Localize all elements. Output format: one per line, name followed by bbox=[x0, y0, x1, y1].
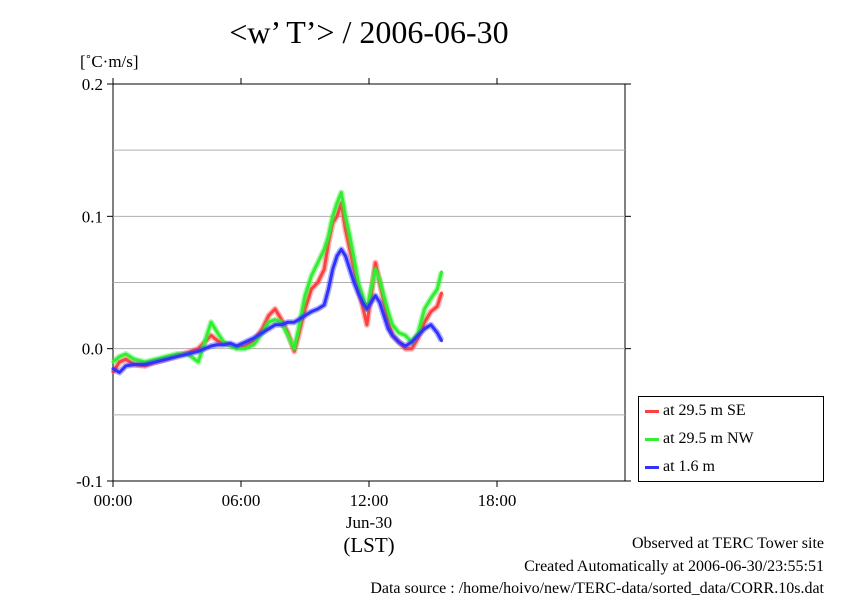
y-tick-label: 0.2 bbox=[82, 75, 103, 94]
chart-title: <w’ T’> / 2006-06-30 bbox=[229, 14, 509, 50]
legend-label: at 29.5 m SE bbox=[663, 402, 746, 419]
x-axis-timezone-label: (LST) bbox=[343, 533, 394, 557]
x-tick-label: 06:00 bbox=[222, 491, 261, 510]
x-tick-label: 00:00 bbox=[94, 491, 133, 510]
footer-site: Observed at TERC Tower site bbox=[631, 535, 824, 552]
legend-item: at 29.5 m SE bbox=[645, 402, 746, 424]
legend-item: at 1.6 m bbox=[645, 458, 715, 480]
x-tick-label: 18:00 bbox=[478, 491, 517, 510]
legend-swatch bbox=[645, 409, 659, 413]
series-line-halo bbox=[111, 189, 445, 365]
legend-item: at 29.5 m NW bbox=[645, 430, 754, 452]
legend-swatch bbox=[645, 465, 659, 469]
legend: at 29.5 m SE at 29.5 m NW at 1.6 m bbox=[638, 396, 824, 482]
legend-label: at 1.6 m bbox=[663, 458, 715, 475]
x-tick-label: 12:00 bbox=[350, 491, 389, 510]
x-axis-date-label: Jun-30 bbox=[346, 513, 392, 532]
legend-swatch bbox=[645, 437, 659, 441]
footer-source: Data source : /home/hoivo/new/TERC-data/… bbox=[370, 580, 824, 597]
series-layer bbox=[110, 189, 445, 376]
axis-ticks: -0.1 0.0 0.1 0.2 00:00 06:00 12:00 18:00 bbox=[76, 75, 631, 510]
legend-label: at 29.5 m NW bbox=[663, 430, 754, 447]
gridlines bbox=[113, 149, 625, 416]
series-line bbox=[111, 191, 443, 364]
y-tick-label: 0.0 bbox=[82, 340, 103, 359]
series-line-halo bbox=[110, 200, 445, 375]
footer-created: Created Automatically at 2006-06-30/23:5… bbox=[524, 558, 824, 575]
y-tick-label: -0.1 bbox=[76, 472, 103, 491]
y-axis-unit: [˚C·m/s] bbox=[80, 52, 139, 71]
series-line bbox=[111, 247, 443, 374]
series-line-halo bbox=[111, 246, 445, 376]
series-line bbox=[111, 201, 443, 374]
y-tick-label: 0.1 bbox=[82, 207, 103, 226]
